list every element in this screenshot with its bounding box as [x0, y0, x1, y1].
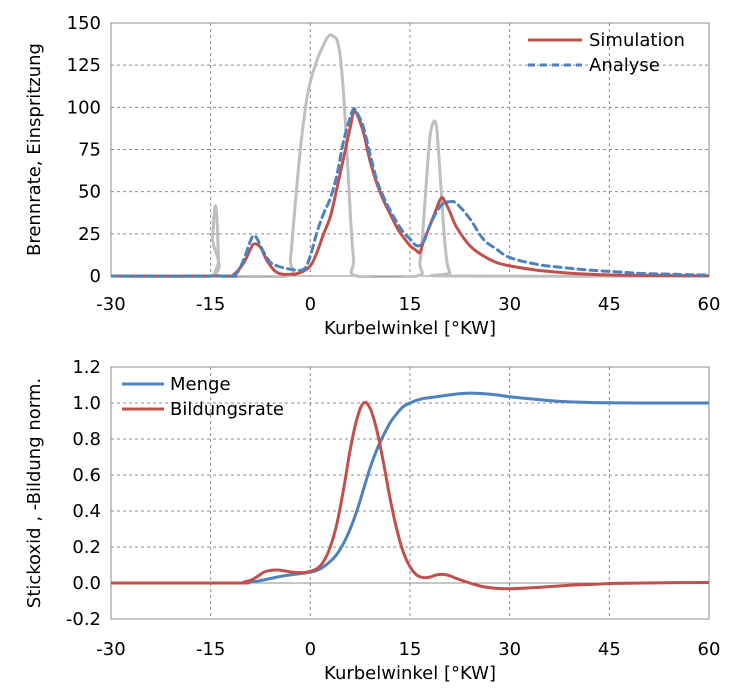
legend-label: Bildungsrate: [170, 399, 284, 420]
y-axis-title: Brennrate, Einspritzung: [24, 43, 45, 256]
legend-label: Menge: [170, 374, 231, 395]
series-line-analyse: [111, 107, 709, 278]
x-axis-title: Kurbelwinkel [°KW]: [324, 318, 496, 339]
plot-frame: [110, 366, 710, 620]
x-tick-label: 60: [698, 294, 721, 315]
x-tick-label: -30: [96, 294, 125, 315]
y-tick-label: 1.0: [72, 393, 101, 414]
y-tick-label: 0.4: [72, 501, 101, 522]
y-tick-label: 25: [78, 224, 101, 245]
series-line-bildungsrate: [111, 400, 709, 591]
y-tick-label: 150: [67, 13, 101, 34]
chart-1: -30 -15 0 15 30 45 60 0 25 50 75 100 125 150 Kurbelwin…: [24, 13, 720, 339]
series-line-simulation: [111, 109, 709, 278]
x-axis-title: Kurbelwinkel [°KW]: [324, 663, 496, 684]
x-tick-label: 15: [399, 294, 422, 315]
x-tick-label: 0: [305, 294, 316, 315]
x-tick-label: 30: [498, 639, 521, 660]
y-tick-label: 125: [67, 55, 101, 76]
y-tick-label: 0.2: [72, 537, 101, 558]
series-line-einspritzung: [111, 33, 709, 278]
x-tick-label: 45: [598, 294, 621, 315]
legend-label: Simulation: [589, 30, 685, 51]
y-tick-label: 0.0: [72, 573, 101, 594]
x-tick-label: 45: [598, 639, 621, 660]
x-tick-label: 15: [399, 639, 422, 660]
y-tick-label: 0: [90, 266, 101, 287]
y-tick-label: 0.8: [72, 429, 101, 450]
y-tick-label: 0.6: [72, 465, 101, 486]
y-axis-title: Stickoxid , -Bildung norm.: [24, 378, 45, 608]
x-tick-label: -15: [196, 294, 225, 315]
x-tick-label: 30: [498, 294, 521, 315]
y-tick-label: 1.2: [72, 357, 101, 378]
x-tick-label: 60: [698, 639, 721, 660]
y-tick-label: -0.2: [66, 609, 101, 630]
x-tick-label: -30: [96, 639, 125, 660]
y-tick-label: 50: [78, 182, 101, 203]
x-tick-label: -15: [196, 639, 225, 660]
y-tick-label: 75: [78, 140, 101, 161]
y-tick-label: 100: [67, 97, 101, 118]
chart-2: -30 -15 0 15 30 45 60 -0.2 0.0 0.2 0.4 0.6 0.8 1.0 1.2…: [24, 357, 720, 684]
legend-label: Analyse: [589, 55, 660, 76]
x-tick-label: 0: [305, 639, 316, 660]
